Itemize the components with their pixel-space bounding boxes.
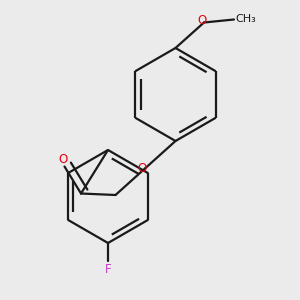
Text: F: F (105, 263, 111, 276)
Text: O: O (137, 162, 146, 176)
Text: O: O (58, 153, 68, 167)
Text: O: O (197, 14, 206, 28)
Text: CH₃: CH₃ (235, 14, 256, 24)
